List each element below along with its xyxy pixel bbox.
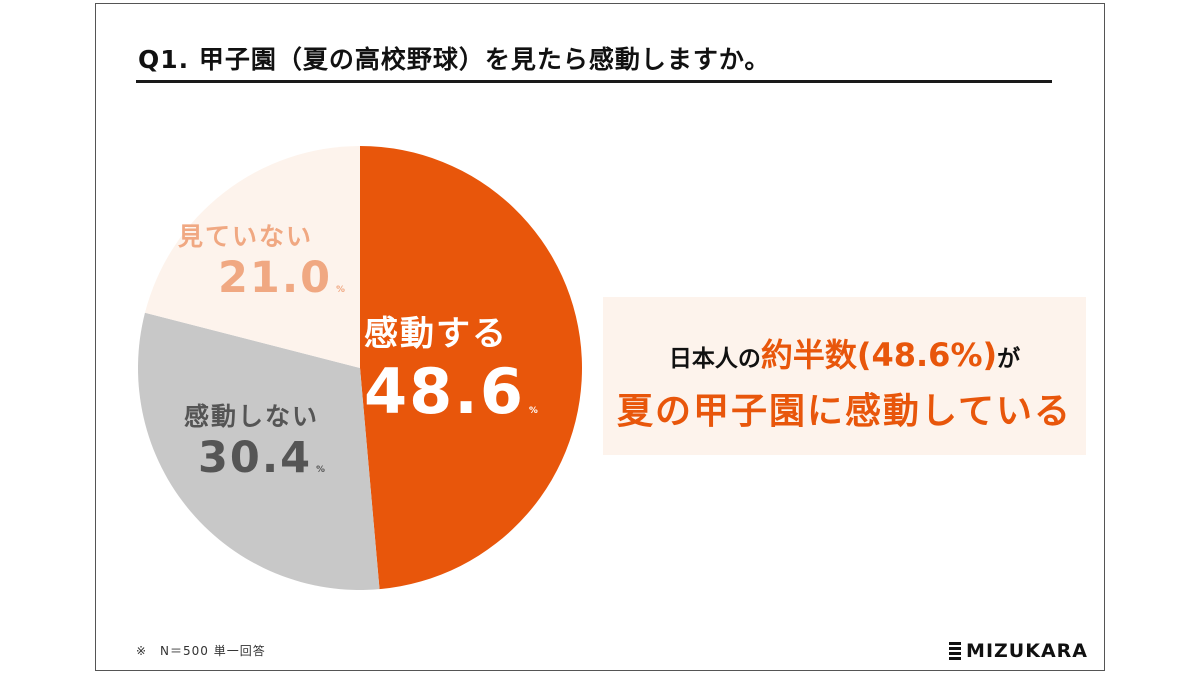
slice-label-kando-shinai: 感動しない 30.4%: [184, 397, 325, 483]
pie-slice-0: [360, 146, 583, 590]
brand-name: MIZUKARA: [966, 640, 1088, 662]
pie-slice-1: [137, 312, 380, 590]
footnote: ※ N＝500 単一回答: [136, 644, 266, 658]
callout-highlight: 約半数(48.6%): [760, 336, 998, 374]
slice-label-kando-suru: 感動する 48.6%: [364, 306, 538, 428]
slice-label-miteinai: 見ていない 21.0%: [178, 217, 345, 303]
slice-name-miteinai: 見ていない: [178, 222, 314, 251]
slice-value-miteinai: 21.0: [218, 253, 333, 303]
slice-name-kando-shinai: 感動しない: [184, 402, 320, 431]
callout-line2: 夏の甲子園に感動している: [617, 391, 1072, 432]
slice-name-kando-suru: 感動する: [364, 314, 508, 354]
title-underline: [136, 80, 1052, 83]
slice-unit-miteinai: %: [336, 285, 345, 295]
slide-frame: Q1. 甲子園（夏の高校野球）を見たら感動しますか。 感動する 48.6% 感動…: [95, 3, 1105, 671]
brand-mark-icon: [949, 642, 962, 660]
callout-line1: 日本人の約半数(48.6%)が: [603, 330, 1086, 376]
slice-value-kando-suru: 48.6: [364, 355, 525, 428]
slice-unit-kando-suru: %: [528, 406, 538, 416]
callout-suffix: が: [997, 346, 1021, 372]
slice-value-kando-shinai: 30.4: [198, 433, 313, 483]
brand-logo: MIZUKARA: [949, 640, 1088, 662]
callout-prefix: 日本人の: [668, 346, 761, 372]
question-title: Q1. 甲子園（夏の高校野球）を見たら感動しますか。: [138, 45, 771, 74]
pie-chart: [137, 146, 583, 590]
pie-slice-2: [144, 146, 360, 368]
summary-callout: 日本人の約半数(48.6%)が 夏の甲子園に感動している: [603, 297, 1086, 455]
slice-unit-kando-shinai: %: [316, 465, 325, 475]
